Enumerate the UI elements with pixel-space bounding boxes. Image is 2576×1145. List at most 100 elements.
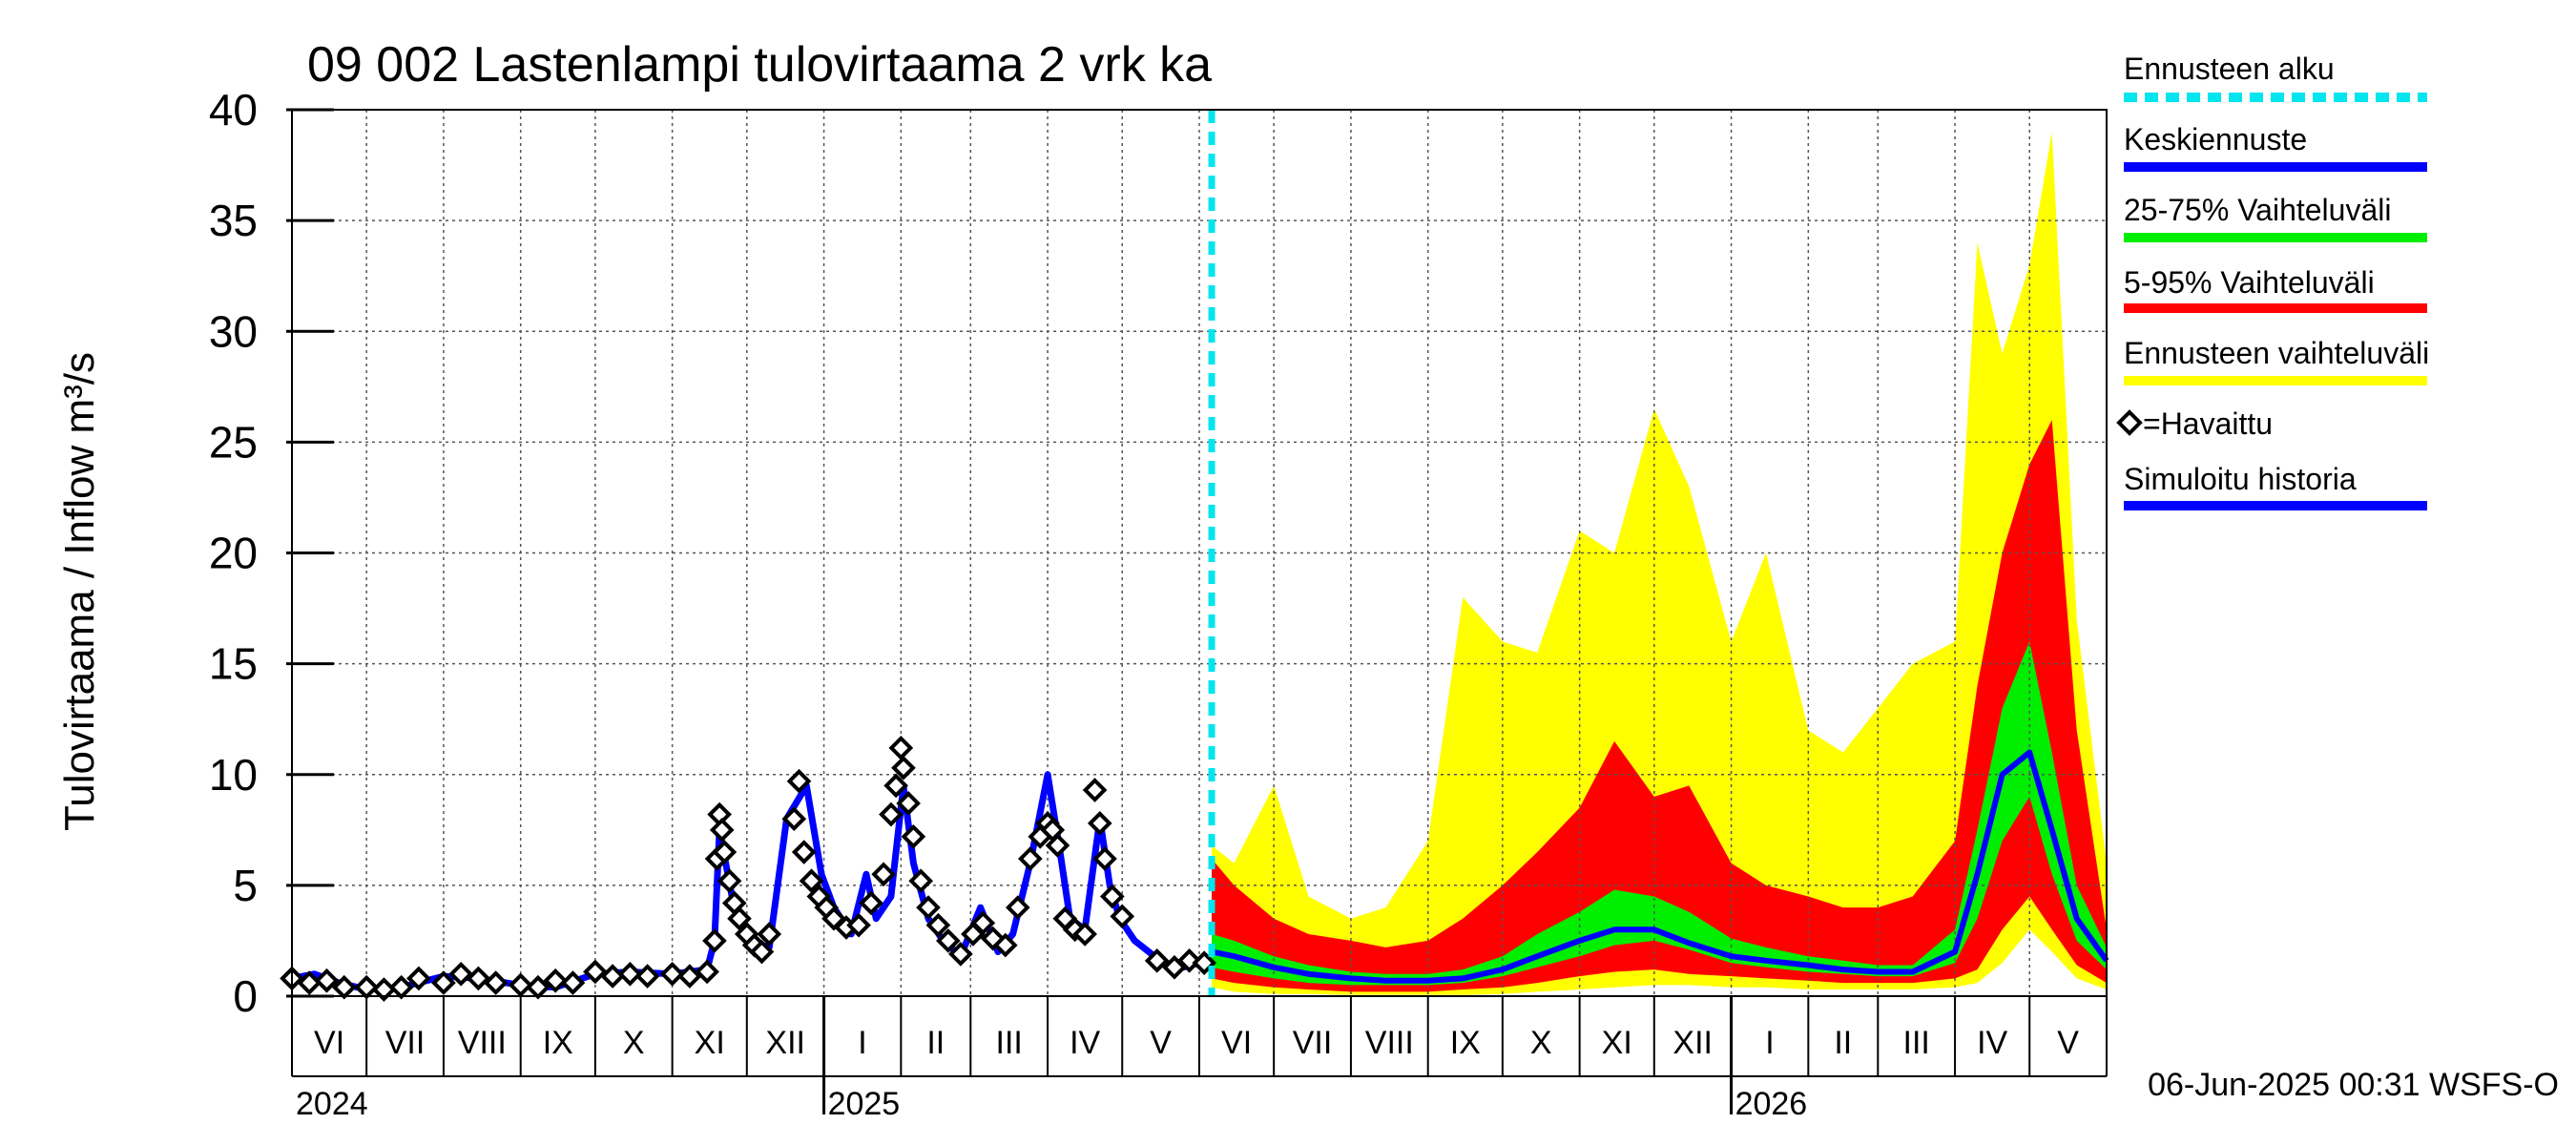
observed-point: [709, 817, 735, 843]
legend: Ennusteen alku Keskiennuste 25-75% Vaihtel…: [2116, 52, 2429, 510]
observed-point: [1176, 948, 1202, 973]
observed-point: [992, 932, 1018, 958]
observed-point: [786, 768, 812, 794]
simulated-history-line: [291, 771, 1212, 993]
month-label: I: [858, 1025, 866, 1061]
observed-point: [908, 868, 934, 894]
observed-point: [879, 802, 904, 827]
observed-point: [466, 966, 491, 991]
observed-point: [695, 959, 719, 985]
y-tick-label: 0: [233, 971, 258, 1021]
y-tick-label: 10: [209, 750, 258, 800]
month-label: X: [1530, 1025, 1552, 1061]
observed-point: [560, 970, 586, 995]
observed-point: [431, 970, 456, 995]
observed-point: [846, 912, 871, 938]
observed-point: [388, 974, 414, 1000]
observed-point: [712, 840, 737, 864]
y-tick-label: 25: [209, 417, 258, 467]
forecast-range-band: [1212, 132, 2107, 995]
observed-point: [659, 961, 685, 987]
observed-point: [483, 970, 509, 995]
year-label: 2025: [828, 1086, 901, 1122]
observed-point: [891, 755, 916, 781]
observed-point: [634, 964, 660, 989]
plot-area: [280, 109, 2109, 1002]
legend-label: 5-95% Vaihteluväli: [2124, 265, 2375, 300]
observed-point: [617, 961, 643, 987]
observed-point: [901, 823, 926, 849]
median-forecast-line: [1211, 749, 2109, 984]
month-label: XII: [1672, 1025, 1713, 1061]
observed-point: [1045, 833, 1070, 858]
month-label: VI: [314, 1025, 344, 1061]
month-label: III: [1903, 1025, 1930, 1061]
observed-point: [749, 939, 775, 965]
month-label: IV: [1070, 1025, 1100, 1061]
observed-point: [1144, 948, 1170, 973]
observed-point: [916, 895, 941, 920]
band-25-75: [1212, 641, 2107, 986]
month-label: VIII: [458, 1025, 507, 1061]
observed-point: [1099, 884, 1125, 909]
observed-point: [314, 968, 340, 993]
month-label: V: [2057, 1025, 2079, 1061]
month-label: IV: [1977, 1025, 2007, 1061]
observed-point: [354, 974, 379, 1000]
observed-point: [406, 966, 431, 991]
observed-point: [543, 968, 569, 993]
band-5-95: [1212, 420, 2107, 992]
x-axis: VI VII VIII IX X XI XII I II III IV V VI VII VIII IX X XI…: [291, 996, 2108, 1122]
footer-timestamp: 06-Jun-2025 00:31 WSFS-O: [2148, 1067, 2559, 1103]
y-tick-label: 35: [209, 196, 258, 245]
observed-point: [896, 791, 921, 816]
month-label: II: [1834, 1025, 1852, 1061]
y-tick-label: 40: [209, 85, 258, 135]
legend-symbol-observed: [2116, 409, 2143, 436]
y-tick-label: 5: [233, 861, 258, 910]
chart-title: 09 002 Lastenlampi tulovirtaama 2 vrk ka: [307, 37, 1212, 93]
month-label: VI: [1221, 1025, 1252, 1061]
legend-label: Ennusteen alku: [2124, 52, 2335, 86]
observed-point: [1005, 895, 1030, 920]
month-label: I: [1765, 1025, 1774, 1061]
y-axis-label: Tulovirtaama / Inflow m³/s: [56, 352, 103, 831]
observed-point: [508, 972, 533, 998]
month-label: V: [1150, 1025, 1172, 1061]
observed-point: [702, 928, 727, 953]
observed-point: [1087, 811, 1112, 836]
legend-label: Keskiennuste: [2124, 122, 2307, 156]
observed-point: [757, 922, 782, 947]
month-label: X: [623, 1025, 645, 1061]
observed-point: [936, 928, 961, 953]
month-label: XII: [765, 1025, 805, 1061]
month-label: VII: [385, 1025, 426, 1061]
observed-point: [717, 868, 742, 894]
month-label: II: [926, 1025, 945, 1061]
year-label: 2024: [296, 1086, 368, 1122]
observed-point: [781, 806, 807, 832]
observed-point: [821, 906, 846, 931]
month-label: IX: [1450, 1025, 1481, 1061]
month-label: VII: [1293, 1025, 1333, 1061]
y-tick-label: 30: [209, 306, 258, 356]
observed-point: [791, 840, 817, 864]
observed-point: [888, 736, 914, 760]
observed-point: [1110, 904, 1135, 929]
legend-label: 25-75% Vaihteluväli: [2124, 193, 2391, 227]
observed-point: [1072, 922, 1097, 947]
month-label: XI: [1602, 1025, 1632, 1061]
y-axis: 0 5 10 15 20 25 30 35 40: [209, 85, 334, 1021]
legend-label: Simuloitu historia: [2124, 462, 2357, 496]
observed-point: [799, 868, 824, 894]
month-label: III: [996, 1025, 1023, 1061]
observed-point: [727, 906, 752, 931]
observed-point: [1082, 778, 1108, 802]
observed-point: [871, 862, 896, 887]
month-label: IX: [543, 1025, 573, 1061]
observed-point: [583, 959, 608, 985]
y-tick-label: 20: [209, 529, 258, 578]
legend-label: =Havaittu: [2143, 406, 2273, 441]
observed-point: [1018, 846, 1043, 871]
